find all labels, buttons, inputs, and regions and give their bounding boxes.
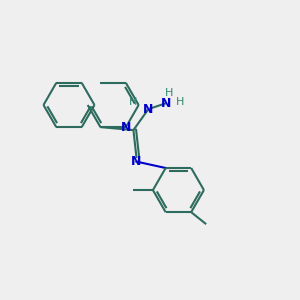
Text: N: N: [131, 155, 142, 168]
Text: H: H: [165, 88, 174, 98]
Text: N: N: [121, 121, 131, 134]
Text: N: N: [143, 103, 154, 116]
Text: H: H: [129, 97, 137, 106]
Text: N: N: [161, 97, 172, 110]
Text: H: H: [176, 97, 184, 106]
